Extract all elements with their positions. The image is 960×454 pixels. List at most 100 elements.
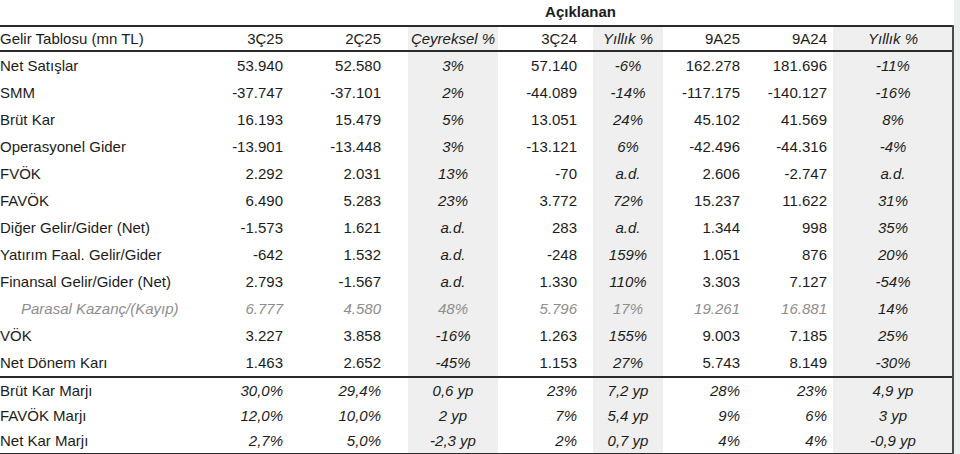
cell-value: a.d. xyxy=(833,160,953,187)
cell-value: -2.747 xyxy=(755,160,833,187)
cell-value: 2,7% xyxy=(225,428,310,454)
row-label: Brüt Kar xyxy=(0,106,225,133)
cell-value: -11% xyxy=(833,51,953,79)
cell-value: 1.153 xyxy=(498,349,593,377)
cell-value: 2.292 xyxy=(225,160,310,187)
cell-value: 283 xyxy=(498,214,593,241)
cell-value: -37.747 xyxy=(225,79,310,106)
table-row: Yatırım Faal. Gelir/Gider-6421.532a.d.-2… xyxy=(0,241,953,268)
cell-value: 5,0% xyxy=(310,428,408,454)
cell-value: -37.101 xyxy=(310,79,408,106)
cell-value: 6% xyxy=(755,403,833,428)
cell-value: 1.344 xyxy=(663,214,755,241)
cell-value: 4,9 yp xyxy=(833,377,953,403)
cell-value: 48% xyxy=(408,295,498,322)
row-label: Parasal Kazanç/(Kayıp) xyxy=(0,295,225,322)
cell-value: 8.149 xyxy=(755,349,833,377)
row-label: Operasyonel Gider xyxy=(0,133,225,160)
cell-value: -14% xyxy=(593,79,663,106)
header-cell-row-label: Gelir Tablosu (mn TL) xyxy=(0,26,225,51)
cell-value: 25% xyxy=(833,322,953,349)
row-label: Brüt Kar Marjı xyxy=(0,377,225,403)
row-label: FAVÖK Marjı xyxy=(0,403,225,428)
header-cell: Yıllık % xyxy=(833,26,953,51)
cell-value: -2,3 yp xyxy=(408,428,498,454)
cell-value: 2.031 xyxy=(310,160,408,187)
cell-value: -44.316 xyxy=(755,133,833,160)
cell-value: 23% xyxy=(408,187,498,214)
row-label: FAVÖK xyxy=(0,187,225,214)
cell-value: 3.303 xyxy=(663,268,755,295)
cell-value: a.d. xyxy=(593,160,663,187)
cell-value: 4% xyxy=(663,428,755,454)
table-row: FAVÖK6.4905.28323%3.77272%15.23711.62231… xyxy=(0,187,953,214)
cell-value: 4.580 xyxy=(310,295,408,322)
cell-value: 31% xyxy=(833,187,953,214)
cell-value: 5.796 xyxy=(498,295,593,322)
cell-value: 998 xyxy=(755,214,833,241)
cell-value: 23% xyxy=(498,377,593,403)
cell-value: 1.463 xyxy=(225,349,310,377)
cell-value: 162.278 xyxy=(663,51,755,79)
cell-value: 28% xyxy=(663,377,755,403)
cell-value: -16% xyxy=(833,79,953,106)
cell-value: -16% xyxy=(408,322,498,349)
cell-value: 155% xyxy=(593,322,663,349)
cell-value: -248 xyxy=(498,241,593,268)
cell-value: 3.772 xyxy=(498,187,593,214)
cell-value: 72% xyxy=(593,187,663,214)
cell-value: 7.127 xyxy=(755,268,833,295)
cell-value: 2.606 xyxy=(663,160,755,187)
table-header: Gelir Tablosu (mn TL)3Ç252Ç25Çeyreksel %… xyxy=(0,26,953,51)
cell-value: 11.622 xyxy=(755,187,833,214)
cell-value: 9.003 xyxy=(663,322,755,349)
table-row: Finansal Gelir/Gider (Net)2.793-1.567a.d… xyxy=(0,268,953,295)
cell-value: 29,4% xyxy=(310,377,408,403)
cell-value: -42.496 xyxy=(663,133,755,160)
income-statement-screen: Açıklanan Gelir Tablosu (mn TL)3Ç252Ç25Ç… xyxy=(0,0,960,454)
cell-value: -13.901 xyxy=(225,133,310,160)
screen-edge-strip xyxy=(954,0,960,454)
cell-value: 35% xyxy=(833,214,953,241)
table-row: Net Kar Marjı2,7%5,0%-2,3 yp2%0,7 yp4%4%… xyxy=(0,428,953,454)
cell-value: 14% xyxy=(833,295,953,322)
table-row: FAVÖK Marjı12,0%10,0%2 yp7%5,4 yp9%6%3 y… xyxy=(0,403,953,428)
super-header-aciklanan: Açıklanan xyxy=(498,3,663,20)
cell-value: 17% xyxy=(593,295,663,322)
header-cell: 3Ç24 xyxy=(498,26,593,51)
cell-value: 2.793 xyxy=(225,268,310,295)
row-label: VÖK xyxy=(0,322,225,349)
cell-value: 16.193 xyxy=(225,106,310,133)
cell-value: 3 yp xyxy=(833,403,953,428)
cell-value: 2% xyxy=(498,428,593,454)
table-body-main: Net Satışlar53.94052.5803%57.140-6%162.2… xyxy=(0,51,953,377)
cell-value: 16.881 xyxy=(755,295,833,322)
cell-value: 2.652 xyxy=(310,349,408,377)
cell-value: 20% xyxy=(833,241,953,268)
header-cell: 3Ç25 xyxy=(225,26,310,51)
cell-value: -6% xyxy=(593,51,663,79)
cell-value: -1.567 xyxy=(310,268,408,295)
income-statement-table: Gelir Tablosu (mn TL)3Ç252Ç25Çeyreksel %… xyxy=(0,25,953,454)
table-row: Diğer Gelir/Gider (Net)-1.5731.621a.d.28… xyxy=(0,214,953,241)
cell-value: 15.479 xyxy=(310,106,408,133)
cell-value: -54% xyxy=(833,268,953,295)
cell-value: 7% xyxy=(498,403,593,428)
cell-value: 0,7 yp xyxy=(593,428,663,454)
table-body-margins: Brüt Kar Marjı30,0%29,4%0,6 yp23%7,2 yp2… xyxy=(0,377,953,454)
cell-value: -140.127 xyxy=(755,79,833,106)
cell-value: 3.227 xyxy=(225,322,310,349)
cell-value: 52.580 xyxy=(310,51,408,79)
table-row: SMM-37.747-37.1012%-44.089-14%-117.175-1… xyxy=(0,79,953,106)
cell-value: a.d. xyxy=(408,241,498,268)
cell-value: a.d. xyxy=(408,268,498,295)
row-label: SMM xyxy=(0,79,225,106)
cell-value: 1.263 xyxy=(498,322,593,349)
row-label: Net Dönem Karı xyxy=(0,349,225,377)
cell-value: 876 xyxy=(755,241,833,268)
header-cell: 9A24 xyxy=(755,26,833,51)
cell-value: 13.051 xyxy=(498,106,593,133)
table-row: FVÖK2.2922.03113%-70a.d.2.606-2.747a.d. xyxy=(0,160,953,187)
cell-value: -45% xyxy=(408,349,498,377)
row-label: Yatırım Faal. Gelir/Gider xyxy=(0,241,225,268)
